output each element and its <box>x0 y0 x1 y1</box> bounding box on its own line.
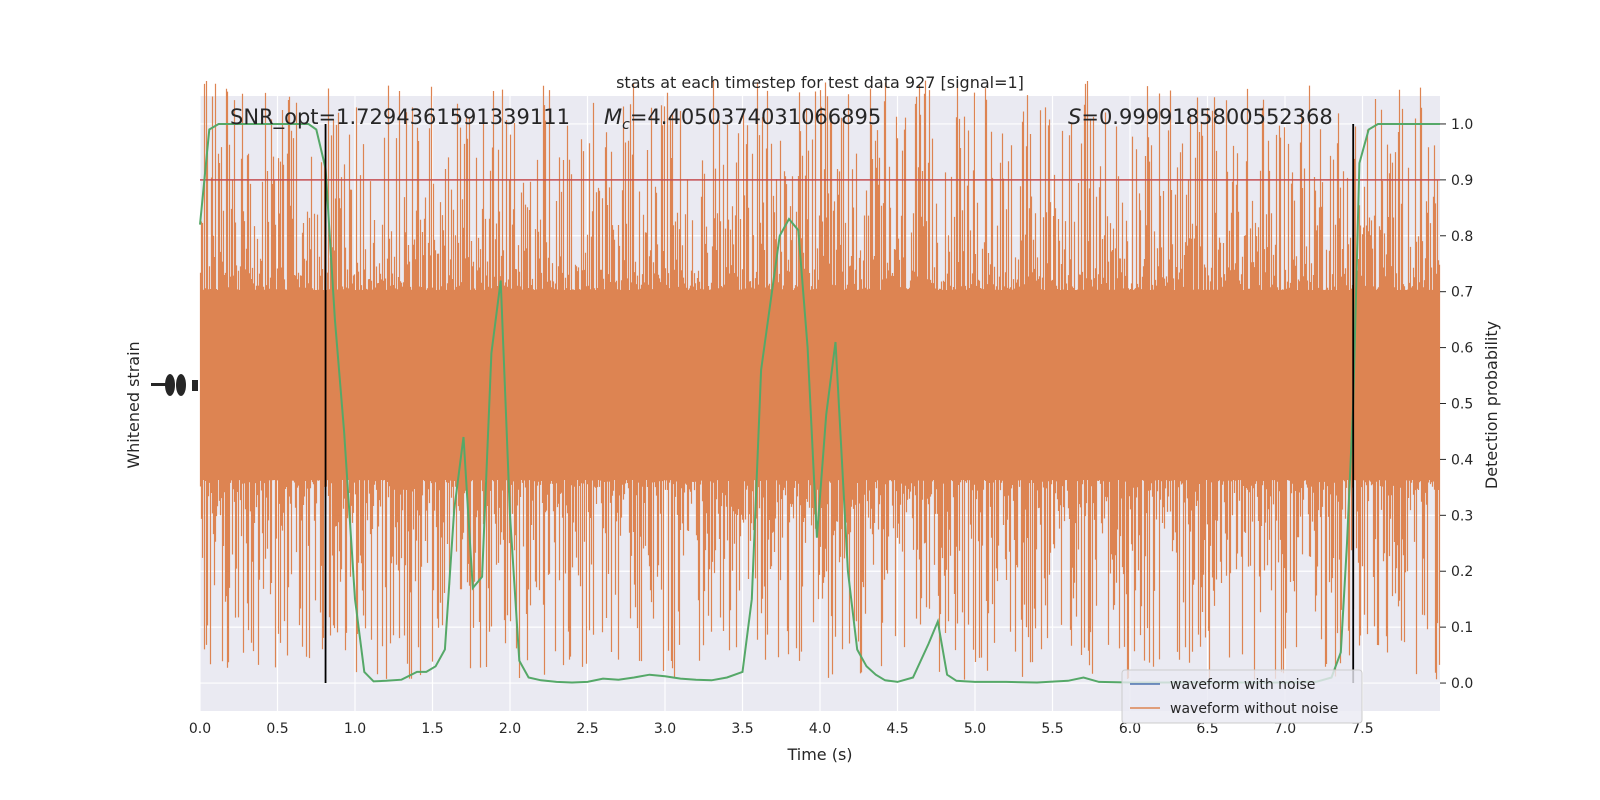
x-tick-label: 6.0 <box>1119 721 1141 737</box>
x-tick-label: 6.5 <box>1196 721 1218 737</box>
x-tick-label: 5.0 <box>964 721 986 737</box>
x-tick-label: 0.5 <box>266 721 288 737</box>
x-tick-label: 3.0 <box>654 721 676 737</box>
x-tick-label: 7.0 <box>1274 721 1296 737</box>
strain-without-noise <box>199 80 1441 680</box>
y-tick-label: 0.5 <box>1451 397 1473 413</box>
probability-curve <box>199 123 1440 684</box>
chirp-mass-subscript: c <box>622 117 630 133</box>
y-axis-left-label: Whitened strain <box>124 341 143 468</box>
legend-label-with-noise: waveform with noise <box>1170 677 1315 693</box>
legend-box <box>1121 669 1363 724</box>
vertical-markers <box>324 123 1355 684</box>
x-tick-label: 1.5 <box>421 721 443 737</box>
x-axis-label: Time (s) <box>786 745 852 764</box>
chirp-mass-value: =4.4050374031066895 <box>630 105 881 129</box>
y-tick-label: 0.7 <box>1451 285 1473 301</box>
x-tick-label: 1.0 <box>344 721 366 737</box>
snr-annotation: SNR_opt=1.7294361591339111 <box>230 105 570 130</box>
snr-ratio-annotation: S=0.9999185800552368 <box>1068 105 1333 129</box>
chirp-mass-symbol: M <box>604 105 622 129</box>
x-axis-ticks: 0.0 0.5 1.0 1.5 2.0 2.5 3.0 3.5 4.0 4.5 5.0 5.5 6.0 6… <box>189 721 1374 737</box>
s-symbol: S <box>1068 105 1081 129</box>
legend-label-without-noise: waveform without noise <box>1170 701 1338 717</box>
x-tick-label: 0.0 <box>189 721 211 737</box>
chirp-mass-annotation: Mc=4.4050374031066895 <box>604 105 881 133</box>
y-tick-label: 0.4 <box>1451 452 1473 468</box>
x-tick-label: 7.5 <box>1351 721 1373 737</box>
legend: waveform with noise waveform without noi… <box>1121 669 1363 724</box>
y-tick-label: 0.2 <box>1451 564 1473 580</box>
y-tick-label: 0.6 <box>1451 341 1473 357</box>
detection-probability-line <box>199 123 1440 684</box>
x-tick-label: 4.0 <box>809 721 831 737</box>
y-tick-label: 0.3 <box>1451 508 1473 524</box>
y-tick-label: 0.8 <box>1451 229 1473 245</box>
x-tick-label: 4.5 <box>886 721 908 737</box>
strain-traces <box>199 80 1441 680</box>
y-axis-right-ticks: 0.0 0.1 0.2 0.3 0.4 0.5 0.6 0.7 0.8 0.9 1.0 <box>1440 117 1473 692</box>
y-axis-right-label: Detection probability <box>1482 321 1501 489</box>
left-axis-tick-cluster <box>151 374 198 396</box>
x-tick-label: 5.5 <box>1041 721 1063 737</box>
y-tick-label: 1.0 <box>1451 117 1473 133</box>
y-tick-label: 0.1 <box>1451 620 1473 636</box>
y-tick-label: 0.9 <box>1451 173 1473 189</box>
x-tick-label: 2.0 <box>499 721 521 737</box>
x-tick-label: 2.5 <box>576 721 598 737</box>
chart-title: stats at each timestep for test data 927… <box>616 73 1024 92</box>
y-tick-label: 0.0 <box>1451 676 1473 692</box>
s-value: =0.9999185800552368 <box>1081 105 1332 129</box>
x-tick-label: 3.5 <box>731 721 753 737</box>
